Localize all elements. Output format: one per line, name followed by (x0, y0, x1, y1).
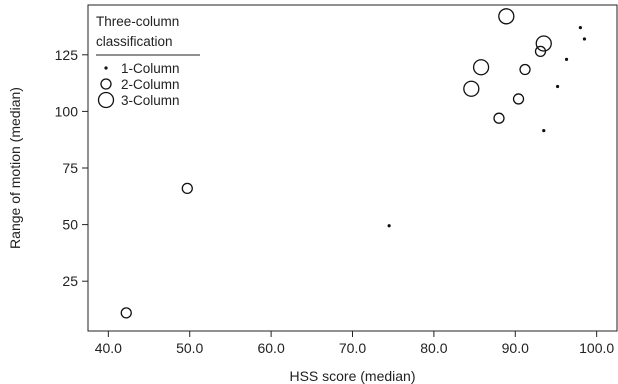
y-axis-title: Range of motion (median) (7, 87, 23, 249)
x-tick-label: 50.0 (176, 340, 203, 356)
data-point (493, 112, 505, 124)
data-point (542, 129, 546, 133)
data-point (564, 57, 569, 61)
data-point (498, 8, 515, 25)
x-tick-label: 90.0 (502, 340, 529, 356)
data-point (535, 35, 552, 52)
y-tick-label: 50 (62, 217, 78, 233)
data-point (387, 224, 391, 228)
y-tick-label: 100 (55, 103, 79, 119)
legend-label-2-column: 2-Column (121, 77, 180, 92)
plot-area: 40.0 50.0 60.0 70.0 80.0 90.0 100.0 25 50 75 100 12… (55, 4, 618, 356)
data-point (555, 84, 560, 89)
y-tick-label: 125 (55, 47, 79, 63)
data-point (519, 63, 531, 76)
legend-marker (104, 66, 108, 70)
y-tick-label: 75 (62, 160, 78, 176)
data-point (463, 80, 480, 97)
x-tick-label: 40.0 (95, 340, 122, 356)
legend-title-line-1: Three-column (96, 14, 179, 29)
data-point (472, 59, 490, 76)
data-point (181, 182, 193, 195)
legend-marker (100, 78, 112, 90)
x-axis-title: HSS score (median) (289, 368, 415, 384)
data-point (120, 307, 132, 319)
legend-title-line-2: classification (96, 34, 173, 49)
data-point (582, 37, 587, 41)
legend-label-3-column: 3-Column (121, 93, 180, 108)
x-tick-label: 80.0 (420, 340, 447, 356)
y-tick-label: 25 (62, 273, 78, 289)
x-tick-label: 70.0 (339, 340, 366, 356)
x-tick-label: 60.0 (257, 340, 284, 356)
x-tick-label: 100.0 (579, 340, 614, 356)
legend: Three-column classification 1-Column 2-C… (96, 14, 200, 109)
legend-marker (97, 91, 115, 109)
legend-label-1-column: 1-Column (121, 61, 180, 76)
plot-frame (87, 4, 618, 332)
data-point (578, 26, 582, 30)
data-point (512, 93, 525, 105)
